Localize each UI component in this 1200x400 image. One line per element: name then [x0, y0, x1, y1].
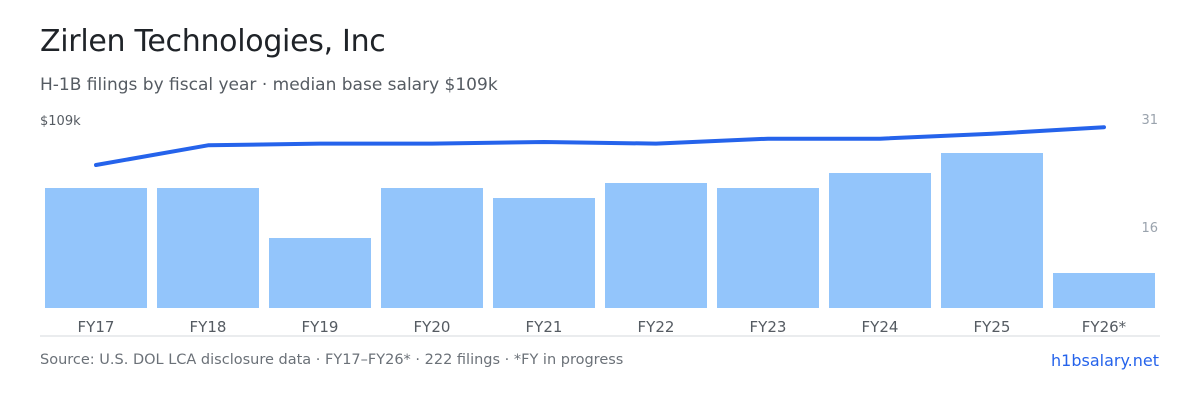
bar-FY22 [605, 183, 707, 308]
bar-FY23 [717, 188, 819, 308]
x-tick-label: FY21 [526, 318, 563, 336]
right-axis-tick-label: 16 [1141, 221, 1158, 236]
chart-subtitle: H-1B filings by fiscal year · median bas… [40, 75, 498, 95]
bar-FY19 [269, 238, 371, 308]
brand-link[interactable]: h1bsalary.net [1051, 351, 1159, 370]
bar-FY25 [941, 153, 1043, 308]
x-tick-label: FY25 [974, 318, 1011, 336]
x-tick-label: FY17 [78, 318, 115, 336]
bar-FY18 [157, 188, 259, 308]
x-tick-label: FY24 [862, 318, 899, 336]
left-axis-label: $109k [40, 114, 81, 129]
x-tick-label: FY22 [638, 318, 675, 336]
x-tick-label: FY19 [302, 318, 339, 336]
bar-FY20 [381, 188, 483, 308]
x-tick-label: FY18 [190, 318, 227, 336]
bar-FY17 [45, 188, 147, 308]
bar-FY26* [1053, 273, 1155, 308]
source-note: Source: U.S. DOL LCA disclosure data · F… [40, 352, 624, 368]
x-tick-label: FY23 [750, 318, 787, 336]
bar-FY24 [829, 173, 931, 308]
chart-title: Zirlen Technologies, Inc [40, 24, 386, 59]
right-axis-tick-label: 31 [1141, 113, 1158, 128]
x-tick-label: FY20 [414, 318, 451, 336]
salary-line [94, 125, 1106, 167]
x-tick-label: FY26* [1082, 318, 1127, 336]
bar-FY21 [493, 198, 595, 308]
